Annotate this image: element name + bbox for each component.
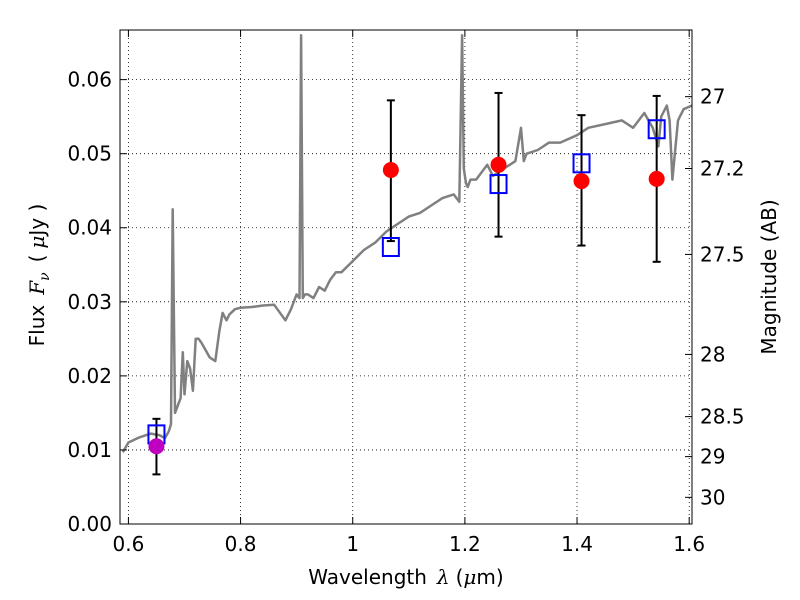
x-tick-label: 1.6 (673, 532, 705, 556)
y2-tick-label: 27.2 (700, 156, 745, 180)
y-axis-label: FluxFν(μJy ) (25, 204, 53, 347)
axes-frame (119, 29, 693, 525)
observed-flux-point (382, 161, 399, 178)
ticks: 0.6 0.8 1 1.2 1.4 1.6 0.00 0.01 0.02 0.03 0.04 0.05… (67, 30, 745, 556)
y2-tick-label: 28 (700, 342, 725, 366)
y-tick-label: 0.02 (67, 364, 112, 388)
x-tick-label: 0.8 (225, 532, 257, 556)
observed-flux-point (490, 156, 507, 173)
observed-flux-point (573, 173, 590, 190)
y-tick-label: 0.01 (67, 438, 112, 462)
y-tick-label: 0.00 (67, 512, 112, 536)
model-flux-square (381, 237, 400, 258)
sed-template-line (121, 33, 692, 453)
model-flux-square (572, 153, 591, 174)
y-tick-label: 0.03 (67, 290, 112, 314)
observed-flux-point (148, 438, 165, 455)
observed-flux-point (648, 170, 665, 187)
plot-area (121, 33, 692, 476)
y2-tick-label: 28.5 (700, 405, 745, 429)
y2-tick-label: 30 (700, 485, 725, 509)
x-tick-label: 1 (346, 532, 359, 556)
x-tick-label: 0.6 (113, 532, 145, 556)
y-tick-label: 0.04 (67, 216, 112, 240)
y2-tick-label: 27.5 (700, 242, 745, 266)
y2-axis-label: Magnitude (AB) (757, 199, 781, 354)
y2-tick-label: 27 (700, 85, 725, 109)
x-axis-label: Wavelength λ (μm) (308, 565, 503, 589)
y-tick-label: 0.06 (67, 68, 112, 92)
x-tick-label: 1.4 (561, 532, 593, 556)
x-tick-label: 1.2 (449, 532, 481, 556)
model-flux-square (647, 119, 666, 140)
model-flux-square (489, 174, 508, 195)
y2-tick-label: 29 (700, 445, 725, 469)
y-tick-label: 0.05 (67, 142, 112, 166)
